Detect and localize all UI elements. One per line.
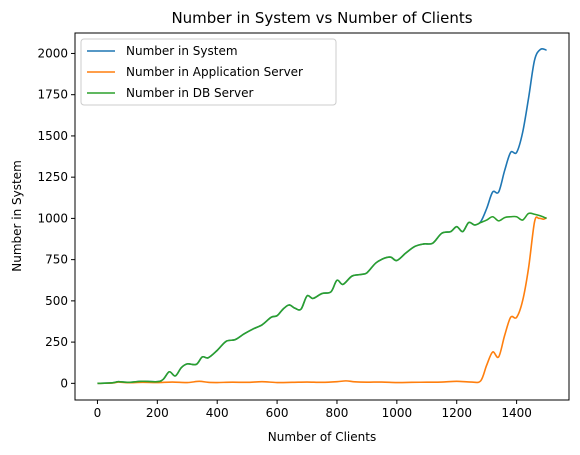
x-tick-label: 1000	[382, 406, 413, 420]
y-axis: 0 250 500 750 1000 1250 1500 1750 2000	[37, 46, 75, 390]
series-line-number-in-db-server	[97, 212, 547, 385]
y-tick-label: 500	[45, 294, 68, 308]
legend-label-number-in-application-server: Number in Application Server	[126, 65, 303, 79]
x-tick-label: 400	[206, 406, 229, 420]
x-axis: 0 200 400 600 800 1000 1200 1400	[94, 400, 532, 420]
y-tick-label: 750	[45, 253, 68, 267]
x-axis-label: Number of Clients	[268, 430, 376, 444]
y-axis-label: Number in System	[10, 160, 24, 272]
x-tick-label: 200	[146, 406, 169, 420]
plot-area-frame	[74, 32, 570, 401]
legend-box	[80, 38, 337, 106]
x-tick-label: 1400	[501, 406, 532, 420]
y-tick-label: 0	[60, 376, 68, 390]
y-tick-label: 1250	[37, 170, 68, 184]
legend-label-number-in-system: Number in System	[126, 44, 238, 58]
y-tick-label: 1750	[37, 88, 68, 102]
x-tick-label: 1200	[441, 406, 472, 420]
y-tick-label: 250	[45, 335, 68, 349]
y-tick-label: 1000	[37, 211, 68, 225]
legend: Number in System Number in Application Se…	[80, 38, 337, 106]
x-tick-label: 800	[326, 406, 349, 420]
y-tick-label: 1500	[37, 129, 68, 143]
series-layer	[97, 47, 547, 385]
chart-title: Number in System vs Number of Clients	[171, 9, 472, 27]
y-tick-label: 2000	[37, 46, 68, 60]
legend-label-number-in-db-server: Number in DB Server	[126, 86, 253, 100]
series-line-number-in-application-server	[97, 216, 547, 385]
x-tick-label: 0	[94, 406, 102, 420]
x-tick-label: 600	[266, 406, 289, 420]
